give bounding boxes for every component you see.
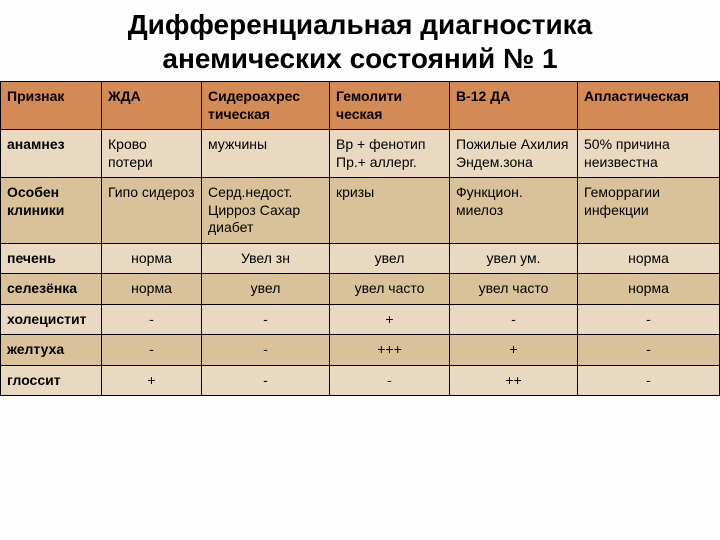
table-cell: Серд.недост. Цирроз Сахар диабет	[202, 178, 330, 243]
table-cell: ++	[450, 366, 578, 396]
table-row: желтуха--++++-	[0, 335, 720, 366]
table-cell: -	[578, 335, 720, 365]
table-cell: -	[102, 305, 202, 335]
title-line-1: Дифференциальная диагностика	[128, 9, 593, 40]
slide-title: Дифференциальная диагностика анемических…	[0, 0, 720, 81]
table-cell: Гипо сидероз	[102, 178, 202, 243]
table-cell: увел	[330, 244, 450, 274]
table-cell: Увел зн	[202, 244, 330, 274]
table-cell: +	[102, 366, 202, 396]
table-cell: норма	[102, 244, 202, 274]
row-label: глоссит	[0, 366, 102, 396]
table-cell: -	[202, 305, 330, 335]
col-header: Апластическая	[578, 82, 720, 129]
row-label: холецистит	[0, 305, 102, 335]
table-row: селезёнканормаувелувел частоувел частоно…	[0, 274, 720, 305]
row-label: Особен клиники	[0, 178, 102, 243]
col-header: Признак	[0, 82, 102, 129]
table-cell: увел ум.	[450, 244, 578, 274]
table-cell: Функцион. миелоз	[450, 178, 578, 243]
col-header: Гемолити ческая	[330, 82, 450, 129]
table-cell: -	[330, 366, 450, 396]
table-cell: кризы	[330, 178, 450, 243]
table-cell: увел часто	[330, 274, 450, 304]
table-cell: -	[578, 366, 720, 396]
table-cell: +	[450, 335, 578, 365]
table-cell: 50% причина неизвестна	[578, 130, 720, 177]
table-cell: мужчины	[202, 130, 330, 177]
table-cell: -	[578, 305, 720, 335]
table-cell: норма	[578, 274, 720, 304]
table-cell: +++	[330, 335, 450, 365]
title-line-2: анемических состояний № 1	[162, 43, 557, 74]
col-header: В-12 ДА	[450, 82, 578, 129]
table-row: глоссит+--++-	[0, 366, 720, 397]
table-cell: -	[202, 366, 330, 396]
table-cell: Крово потери	[102, 130, 202, 177]
table-cell: Вр + фенотип Пр.+ аллерг.	[330, 130, 450, 177]
table-header-row: Признак ЖДА Сидероахрес тическая Гемолит…	[0, 82, 720, 130]
slide: Дифференциальная диагностика анемических…	[0, 0, 720, 540]
col-header: Сидероахрес тическая	[202, 82, 330, 129]
table-cell: норма	[102, 274, 202, 304]
table-cell: Пожилые Ахилия Эндем.зона	[450, 130, 578, 177]
table-row: Особен клиникиГипо сидерозСерд.недост. Ц…	[0, 178, 720, 244]
table-cell: -	[202, 335, 330, 365]
row-label: селезёнка	[0, 274, 102, 304]
table-cell: -	[102, 335, 202, 365]
table-cell: увел часто	[450, 274, 578, 304]
table-cell: -	[450, 305, 578, 335]
table-row: печеньнормаУвел знувелувел ум.норма	[0, 244, 720, 275]
diagnostic-table: Признак ЖДА Сидероахрес тическая Гемолит…	[0, 81, 720, 540]
row-label: печень	[0, 244, 102, 274]
table-row: холецистит--+--	[0, 305, 720, 336]
table-cell: норма	[578, 244, 720, 274]
col-header: ЖДА	[102, 82, 202, 129]
table-cell: Геморрагии инфекции	[578, 178, 720, 243]
row-label: желтуха	[0, 335, 102, 365]
row-label: анамнез	[0, 130, 102, 177]
table-cell: увел	[202, 274, 330, 304]
table-row: анамнезКрово потеримужчиныВр + фенотип П…	[0, 130, 720, 178]
table-cell: +	[330, 305, 450, 335]
